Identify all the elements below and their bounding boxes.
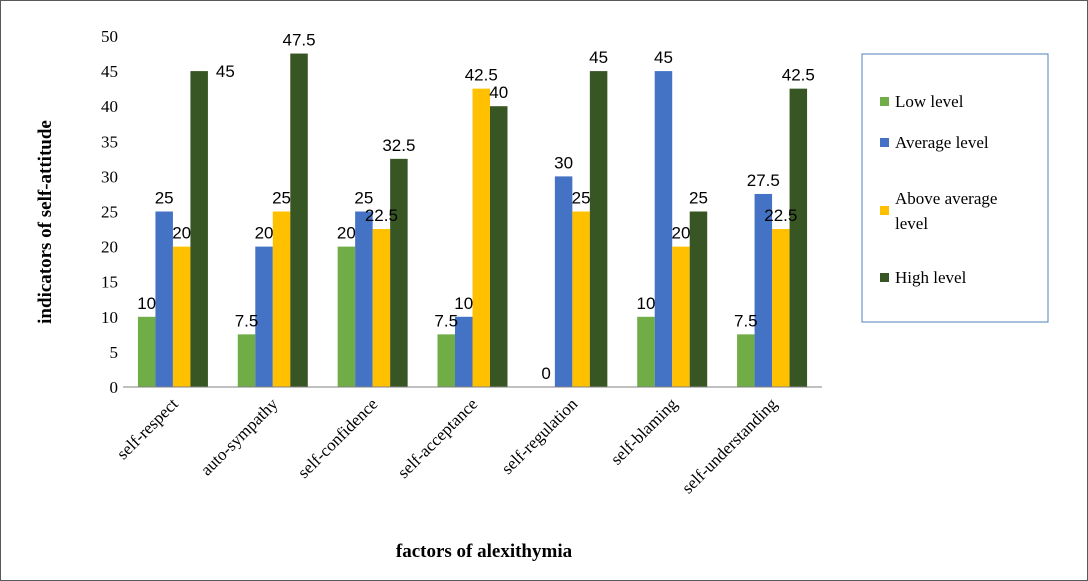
bar-3-0 [437,334,455,387]
bar-0-3 [190,71,208,387]
bar-0-2 [172,246,191,387]
legend-label-2: Above average level [895,189,997,233]
bar-1-2 [272,211,291,387]
bar-5-3 [689,211,708,387]
bar-5-2 [672,246,690,387]
legend-swatch-2 [880,206,889,215]
x-tick-label-1: auto-sympathy [197,394,282,479]
x-tick-label-3: self-acceptance [394,394,482,482]
y-tick-label-6: 30 [101,167,118,186]
data-label-0-0: 10 [137,294,156,313]
bar-4-1 [554,176,573,387]
y-tick-label-4: 20 [101,238,118,257]
legend-label-3: High level [895,268,967,287]
legend-swatch-3 [880,273,889,282]
data-label-0-3: 45 [216,62,235,81]
data-label-4-3: 45 [589,48,608,67]
legend: Low level Average level Above average level… [861,53,1049,323]
data-label-2-3: 32.5 [382,136,415,155]
y-tick-label-9: 45 [101,62,118,81]
bar-1-3 [290,53,308,388]
legend-swatch-1 [880,138,889,147]
legend-box [861,53,1049,323]
x-tick-label-5: self-blaming [607,394,682,469]
data-label-5-3: 25 [689,189,708,208]
x-tick-label-0: self-respect [113,394,182,463]
bar-5-0 [637,316,655,387]
bars [137,53,808,388]
bar-1-0 [237,334,256,387]
data-label-4-0: 0 [541,364,550,383]
data-label-3-3: 40 [489,83,508,102]
bar-4-2 [572,211,590,387]
data-label-4-2: 25 [572,189,591,208]
y-tick-label-5: 25 [101,203,118,222]
bar-6-0 [737,334,755,387]
data-label-0-2: 20 [172,224,191,243]
bar-3-3 [490,106,508,387]
x-tick-label-6: self-understanding [678,394,781,497]
bar-0-0 [137,316,156,387]
bar-6-2 [772,229,790,387]
y-tick-label-2: 10 [101,308,118,327]
data-label-6-2: 22.5 [764,206,797,225]
x-tick-label-2: self-confidence [294,394,382,482]
data-label-6-3: 42.5 [782,66,815,85]
data-label-1-1: 20 [255,224,274,243]
x-axis-ticks: self-respect auto-sympathy self-confidence… [113,394,781,497]
x-axis-title: factors of alexithymia [396,541,573,562]
data-label-5-0: 10 [637,294,656,313]
y-tick-label-10: 50 [101,27,118,46]
bar-4-3 [589,71,608,387]
legend-label-1: Average level [895,133,989,152]
y-tick-label-7: 35 [101,132,118,151]
y-tick-label-3: 15 [101,273,118,292]
x-tick-label-4: self-regulation [498,394,582,478]
data-label-3-0: 7.5 [434,311,458,330]
data-label-1-2: 25 [272,189,291,208]
data-label-1-0: 7.5 [235,311,259,330]
bar-3-1 [455,316,473,387]
y-tick-label-1: 5 [110,343,119,362]
bar-2-1 [355,211,373,387]
y-tick-label-8: 40 [101,97,118,116]
y-axis-title: indicators of self-attitude [35,120,56,324]
legend-label-0: Low level [895,92,964,111]
y-axis-ticks: 0 5 10 15 20 25 30 35 40 45 50 [101,27,118,397]
bar-3-2 [472,88,490,388]
data-label-2-1: 25 [354,189,373,208]
data-label-0-1: 25 [155,189,174,208]
data-label-4-1: 30 [554,153,573,172]
data-label-5-2: 20 [672,224,691,243]
data-label-5-1: 45 [654,48,673,67]
bar-2-0 [337,246,356,387]
bar-1-1 [255,246,273,387]
bar-6-3 [789,88,808,388]
data-labels: 102520457.5202547.5202522.532.57.51042.5… [137,31,815,383]
bar-2-2 [372,229,391,387]
data-label-2-2: 22.5 [365,206,398,225]
data-label-1-3: 47.5 [282,31,315,50]
legend-swatch-0 [880,97,889,106]
bar-2-3 [390,158,408,387]
bar-5-1 [654,71,673,387]
bar-6-1 [754,193,773,387]
y-tick-label-0: 0 [110,378,119,397]
data-label-6-1: 27.5 [747,171,780,190]
data-label-2-0: 20 [337,224,356,243]
data-label-6-0: 7.5 [734,311,758,330]
data-label-3-2: 42.5 [465,66,498,85]
bar-0-1 [155,211,173,387]
data-label-3-1: 10 [454,294,473,313]
